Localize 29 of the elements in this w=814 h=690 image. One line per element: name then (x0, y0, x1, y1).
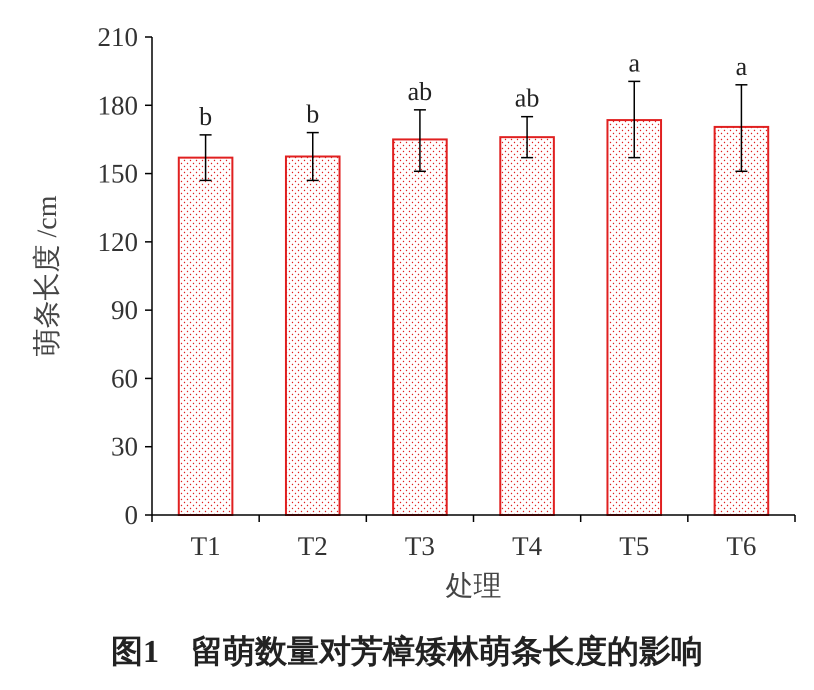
x-tick-label: T2 (298, 531, 328, 561)
y-tick-label: 60 (111, 363, 138, 394)
bar (499, 136, 555, 516)
y-tick-label: 30 (111, 432, 138, 462)
annotation: a (736, 52, 748, 81)
y-tick-label: 120 (98, 226, 138, 257)
annotation: b (306, 100, 320, 129)
x-tick-label: T6 (726, 531, 756, 561)
y-tick-label: 0 (124, 500, 138, 530)
x-tick-label: T4 (512, 531, 543, 561)
x-tick-label: T1 (190, 531, 221, 561)
annotation: b (199, 102, 212, 131)
y-tick-label: 180 (98, 90, 138, 120)
y-tick-label: 210 (98, 22, 138, 52)
bar (714, 126, 770, 516)
y-axis-title: 萌条长度 /cm (32, 195, 63, 356)
bar (178, 156, 234, 516)
x-tick-label: T5 (619, 531, 650, 561)
bar (392, 138, 448, 516)
annotation: a (628, 48, 640, 78)
y-tick-label: 90 (111, 295, 138, 326)
bar (284, 156, 341, 516)
y-tick-label: 150 (98, 158, 138, 189)
annotation: ab (514, 84, 540, 113)
bar (606, 119, 662, 516)
x-tick-label: T3 (404, 531, 435, 561)
annotation: ab (408, 76, 432, 106)
x-axis-title: 处理 (446, 571, 502, 602)
text: 图1 留萌数量对芳樟矮林萌条长度的影响 (111, 633, 703, 669)
